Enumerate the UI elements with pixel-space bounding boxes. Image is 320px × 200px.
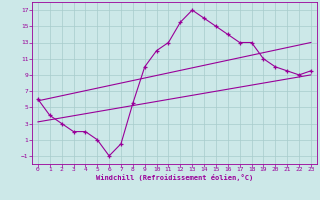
X-axis label: Windchill (Refroidissement éolien,°C): Windchill (Refroidissement éolien,°C) — [96, 174, 253, 181]
